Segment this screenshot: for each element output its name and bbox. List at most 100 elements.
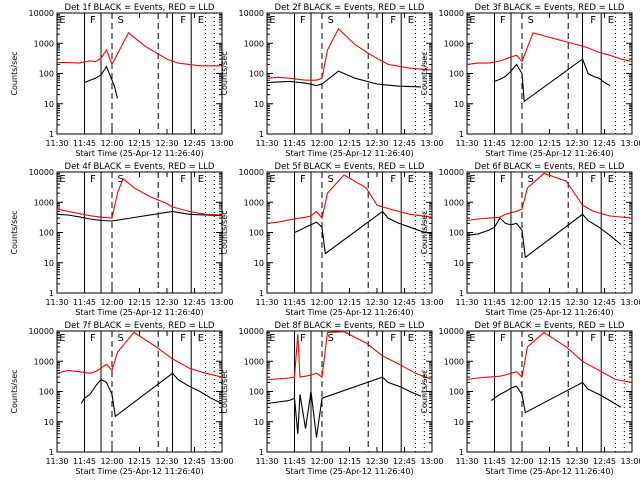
- x-tick-label: 12:15: [538, 298, 561, 307]
- y-tick-label: 10: [454, 418, 464, 427]
- y-tick-label: 1: [49, 448, 54, 457]
- y-tick-label: 1: [49, 130, 54, 139]
- panel-8: E F S F E 1 10 100 1000 10000 11:30 11:45 12:00 12:15…: [220, 321, 444, 476]
- x-tick-label: 12:30: [155, 457, 178, 466]
- x-tick-label: 12:00: [310, 457, 333, 466]
- marker-label: F: [180, 174, 186, 185]
- panel-title: Det 5f BLACK = Events, RED = LLD: [275, 162, 425, 172]
- marker-label: E: [608, 15, 614, 26]
- marker-label: E: [608, 333, 614, 344]
- series-lld-line: [467, 32, 632, 65]
- marker-label: F: [500, 174, 506, 185]
- x-tick-label: 12:45: [593, 139, 616, 148]
- x-tick-label: 11:30: [455, 457, 478, 466]
- y-tick-label: 10000: [29, 168, 54, 177]
- y-tick-label: 1: [259, 448, 264, 457]
- series-lld-line: [57, 32, 222, 67]
- y-axis-label: Counts/sec: [10, 210, 19, 254]
- panel-7: E F S F E 1 10 100 1000 10000 11:30 11:45 12:00 12:15…: [10, 321, 234, 476]
- y-tick-label: 1000: [244, 39, 264, 48]
- marker-label: E: [198, 333, 204, 344]
- y-tick-label: 1000: [34, 357, 54, 366]
- panel-2: E F S F E 1 10 100 1000 10000 11:30 11:45 12:00 12:15…: [220, 3, 444, 158]
- plot-frame: [466, 12, 633, 135]
- marker-label: S: [118, 174, 124, 185]
- marker-label: E: [269, 333, 275, 344]
- x-tick-label: 11:45: [73, 298, 96, 307]
- y-tick-label: 1: [259, 289, 264, 298]
- marker-label: E: [408, 174, 414, 185]
- series-events-line: [267, 70, 422, 88]
- x-tick-label: 12:00: [100, 298, 123, 307]
- marker-label: F: [90, 174, 96, 185]
- panel-title: Det 3f BLACK = Events, RED = LLD: [475, 3, 625, 13]
- y-axis-label: Counts/sec: [220, 210, 229, 254]
- series-events-line: [467, 213, 622, 259]
- y-tick-label: 10: [254, 100, 264, 109]
- y-tick-label: 1: [49, 289, 54, 298]
- y-tick-label: 10000: [29, 327, 54, 336]
- x-axis-label: Start Time (25-Apr-12 11:26:40): [75, 149, 203, 158]
- series-events-line: [57, 210, 222, 222]
- marker-label: S: [118, 333, 124, 344]
- x-tick-label: 12:45: [593, 457, 616, 466]
- x-tick-label: 11:45: [483, 457, 506, 466]
- x-axis-label: Start Time (25-Apr-12 11:26:40): [485, 149, 613, 158]
- y-axis-label: Counts/sec: [420, 51, 429, 95]
- x-tick-label: 11:45: [483, 139, 506, 148]
- x-tick-label: 13:00: [620, 139, 640, 148]
- panel-5: E F S F E 1 10 100 1000 10000 11:30 11:45 12:00 12:15…: [220, 162, 444, 317]
- series-lld-line: [267, 331, 432, 381]
- x-tick-label: 12:15: [338, 457, 361, 466]
- y-tick-label: 10000: [239, 168, 264, 177]
- x-tick-label: 11:45: [73, 139, 96, 148]
- marker-label: S: [328, 174, 334, 185]
- x-axis-label: Start Time (25-Apr-12 11:26:40): [485, 308, 613, 317]
- series-lld-line: [467, 331, 632, 383]
- x-tick-label: 13:00: [210, 298, 233, 307]
- x-tick-label: 12:45: [183, 457, 206, 466]
- x-axis-label: Start Time (25-Apr-12 11:26:40): [285, 308, 413, 317]
- marker-label: E: [469, 333, 475, 344]
- x-tick-label: 12:30: [565, 298, 588, 307]
- plot-frame: [266, 171, 433, 294]
- x-tick-label: 12:15: [538, 457, 561, 466]
- y-tick-label: 10000: [439, 327, 464, 336]
- x-tick-label: 12:45: [393, 457, 416, 466]
- marker-label: F: [90, 333, 96, 344]
- x-axis-label: Start Time (25-Apr-12 11:26:40): [75, 467, 203, 476]
- x-tick-label: 11:30: [255, 298, 278, 307]
- plot-frame: [266, 12, 433, 135]
- x-tick-label: 12:30: [565, 139, 588, 148]
- series-events-line: [84, 65, 119, 99]
- marker-label: F: [590, 174, 596, 185]
- panel-title: Det 9f BLACK = Events, RED = LLD: [475, 321, 625, 331]
- plot-frame: [466, 330, 633, 453]
- y-tick-label: 1000: [34, 39, 54, 48]
- x-tick-label: 12:00: [310, 298, 333, 307]
- x-tick-label: 11:45: [283, 298, 306, 307]
- y-tick-label: 1: [259, 130, 264, 139]
- x-tick-label: 11:30: [455, 139, 478, 148]
- x-tick-label: 13:00: [620, 457, 640, 466]
- x-tick-label: 13:00: [420, 457, 443, 466]
- x-tick-label: 12:00: [310, 139, 333, 148]
- y-tick-label: 1000: [444, 357, 464, 366]
- x-tick-label: 12:30: [365, 298, 388, 307]
- marker-label: S: [328, 15, 334, 26]
- series-events-line: [294, 210, 432, 255]
- y-tick-label: 10000: [239, 327, 264, 336]
- marker-label: F: [90, 15, 96, 26]
- x-tick-label: 12:15: [128, 139, 151, 148]
- panel-title: Det 1f BLACK = Events, RED = LLD: [65, 3, 215, 13]
- panel-1: E F S F E 1 10 100 1000 10000 11:30 11:45 12:00 12:15…: [10, 3, 234, 158]
- y-tick-label: 10: [254, 259, 264, 268]
- x-tick-label: 12:15: [338, 139, 361, 148]
- y-tick-label: 1000: [244, 198, 264, 207]
- marker-label: F: [180, 333, 186, 344]
- marker-label: S: [528, 174, 534, 185]
- x-tick-label: 12:30: [365, 457, 388, 466]
- series-events-line: [490, 381, 622, 414]
- y-tick-label: 1000: [244, 357, 264, 366]
- marker-label: F: [390, 15, 396, 26]
